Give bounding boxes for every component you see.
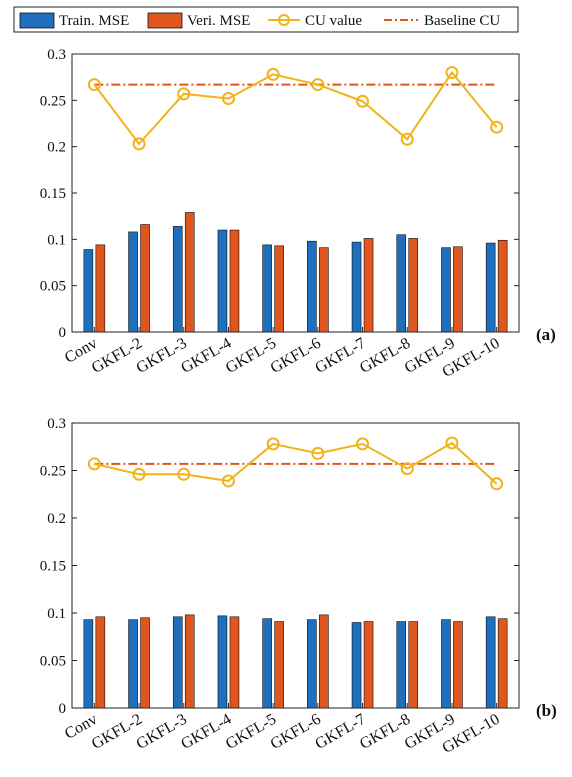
y-tick-label: 0.2 bbox=[47, 140, 66, 156]
bar-veri bbox=[453, 621, 463, 709]
bar-train bbox=[172, 616, 183, 709]
cu-value-point bbox=[266, 437, 280, 451]
cu-value-point bbox=[87, 457, 101, 471]
bar-train bbox=[128, 231, 138, 333]
bar-train bbox=[83, 249, 94, 333]
legend-item-cu: CU value bbox=[268, 13, 362, 29]
legend-label-veri: Veri. MSE bbox=[187, 13, 250, 29]
legend-item-baseline: Baseline CU bbox=[384, 13, 500, 29]
cu-value-point bbox=[221, 91, 235, 105]
panel-label: (a) bbox=[536, 325, 556, 344]
cu-value-point bbox=[177, 87, 191, 101]
bar-train bbox=[83, 619, 94, 709]
bar-train bbox=[217, 615, 228, 709]
bar-veri bbox=[184, 614, 195, 709]
cu-value-line bbox=[93, 70, 498, 146]
cu-value-point bbox=[445, 66, 459, 80]
bar-veri bbox=[184, 212, 195, 333]
y-tick-label: 0.3 bbox=[47, 416, 66, 432]
bar-veri bbox=[497, 239, 508, 333]
legend: Train. MSE Veri. MSE CU value Baseline C… bbox=[13, 6, 519, 33]
bar-train bbox=[485, 242, 496, 333]
panel-label: (b) bbox=[536, 701, 557, 720]
legend-label-train: Train. MSE bbox=[59, 13, 129, 29]
y-tick-label: 0.05 bbox=[40, 654, 66, 670]
bar-train bbox=[307, 619, 317, 709]
cu-value-point bbox=[221, 474, 235, 488]
bar-train bbox=[396, 234, 407, 333]
cu-value-point bbox=[266, 67, 280, 81]
bar-veri bbox=[408, 238, 419, 333]
cu-value-point bbox=[311, 78, 325, 92]
legend-swatch-train bbox=[19, 12, 55, 29]
cu-value-point bbox=[177, 467, 191, 481]
bar-veri bbox=[140, 617, 150, 709]
legend-swatch-veri bbox=[147, 12, 183, 29]
y-tick-label: 0.05 bbox=[40, 279, 66, 295]
cu-value-point bbox=[490, 477, 504, 491]
bar-train bbox=[172, 226, 183, 333]
cu-value-point bbox=[132, 467, 146, 481]
bar-train bbox=[351, 241, 362, 333]
bar-veri bbox=[453, 246, 463, 333]
bar-veri bbox=[95, 244, 106, 333]
y-tick-label: 0 bbox=[59, 325, 67, 341]
bar-train bbox=[217, 229, 228, 333]
bar-veri bbox=[274, 621, 284, 709]
cu-value-point bbox=[445, 436, 459, 450]
legend-label-baseline: Baseline CU bbox=[424, 13, 500, 29]
bar-train bbox=[262, 618, 272, 709]
y-tick-label: 0.1 bbox=[47, 606, 66, 622]
y-tick-label: 0.25 bbox=[40, 93, 66, 109]
y-tick-label: 0.15 bbox=[40, 186, 66, 202]
bar-train bbox=[351, 622, 362, 709]
bar-veri bbox=[408, 621, 419, 709]
bar-train bbox=[128, 619, 138, 709]
bar-veri bbox=[229, 229, 240, 333]
cu-value-point bbox=[87, 78, 101, 92]
legend-marker-cu bbox=[278, 14, 290, 26]
bar-veri bbox=[363, 621, 374, 709]
cu-value-point bbox=[356, 94, 370, 108]
cu-value-point bbox=[490, 120, 504, 134]
bar-train bbox=[396, 621, 407, 709]
bar-veri bbox=[319, 614, 329, 709]
cu-value-point bbox=[132, 137, 146, 151]
legend-item-train: Train. MSE bbox=[19, 12, 129, 29]
y-tick-label: 0 bbox=[59, 701, 67, 717]
bar-train bbox=[262, 244, 272, 333]
cu-value-point bbox=[400, 132, 414, 146]
y-tick-label: 0.25 bbox=[40, 464, 66, 480]
legend-item-veri: Veri. MSE bbox=[147, 12, 250, 29]
bar-veri bbox=[274, 245, 284, 333]
cu-value-line bbox=[94, 441, 498, 485]
bar-veri bbox=[95, 616, 106, 709]
bar-veri bbox=[140, 224, 150, 333]
y-tick-label: 0.15 bbox=[40, 559, 66, 575]
legend-label-cu: CU value bbox=[305, 13, 362, 29]
cu-value-point bbox=[400, 462, 414, 476]
cu-value-point bbox=[356, 437, 370, 451]
bar-train bbox=[307, 240, 317, 333]
bar-veri bbox=[319, 247, 329, 333]
bar-train bbox=[441, 247, 451, 333]
cu-value-point bbox=[311, 446, 325, 460]
bar-veri bbox=[497, 618, 508, 709]
bar-veri bbox=[363, 238, 374, 333]
bar-train bbox=[441, 619, 451, 709]
y-tick-label: 0.2 bbox=[47, 511, 66, 527]
y-tick-label: 0.1 bbox=[47, 232, 66, 248]
bar-train bbox=[485, 616, 496, 709]
y-tick-label: 0.3 bbox=[47, 47, 66, 63]
bar-veri bbox=[229, 616, 240, 709]
